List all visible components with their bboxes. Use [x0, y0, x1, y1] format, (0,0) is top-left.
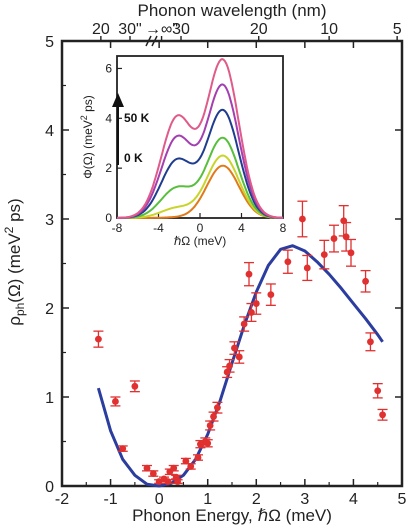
x-tick-label: 0	[155, 491, 164, 508]
data-point	[226, 362, 233, 370]
data-point	[320, 251, 328, 258]
inset-y-axis-title: Φ(Ω) (meV2 ps)	[79, 95, 95, 179]
y-tick-label: 1	[45, 390, 54, 407]
top-axis-ticks: 20 30" →∞"30 20 10 5	[92, 21, 402, 41]
x-tick-label: -1	[103, 491, 117, 508]
inset-x-tick-label: 8	[280, 221, 287, 235]
inset-frame	[116, 55, 284, 219]
data-point	[119, 445, 127, 453]
annotation-0k: 0 K	[124, 151, 143, 165]
y-tick-label: 2	[45, 301, 54, 318]
inset-y-tick-label: 0	[105, 211, 112, 225]
top-tick-label: →∞"	[145, 21, 178, 38]
data-point	[362, 277, 369, 285]
axis-break-marker	[145, 35, 158, 47]
data-point	[252, 300, 260, 307]
inset-x-axis-title: ℏΩ (meV)	[174, 234, 227, 248]
inset-curve	[117, 58, 284, 219]
data-point	[210, 413, 217, 420]
x-tick-label: 5	[398, 491, 407, 508]
annotation-50k: 50 K	[124, 111, 150, 125]
data-point	[379, 411, 386, 419]
data-point	[174, 478, 182, 485]
inset-curve	[117, 136, 283, 219]
data-point	[235, 353, 243, 361]
top-tick-label: 30	[172, 21, 190, 38]
inset-y-tick-label: 4	[105, 111, 112, 125]
inset-curves-group	[117, 58, 284, 219]
inset-x-tick-label: 0	[197, 221, 204, 235]
data-point	[299, 215, 306, 223]
top-tick-label: 30"	[118, 21, 141, 38]
inset-curve	[117, 154, 283, 219]
data-point	[367, 338, 374, 346]
fit-curve-group	[96, 244, 384, 488]
inset-curve	[117, 108, 283, 219]
y-axis-title: ρph(Ω) (meV2 ps)	[2, 198, 27, 325]
inset-x-tick-label: -8	[112, 221, 123, 235]
data-point	[164, 478, 172, 485]
inset-chart: -8 -4 0 4 8 0 2 4 6 ℏΩ (meV) Φ(Ω) (meV2 ps) 50 K…	[79, 55, 287, 248]
y-tick-label: 3	[45, 212, 54, 229]
data-point	[245, 270, 253, 278]
top-axis-title: Phonon wavelength (nm)	[137, 1, 326, 20]
x-axis-title: Phonon Energy, ℏΩ (meV)	[132, 506, 332, 525]
data-point	[303, 264, 311, 272]
data-point	[347, 249, 355, 257]
data-point	[182, 457, 190, 465]
data-point	[143, 464, 151, 472]
data-point	[330, 235, 338, 242]
top-tick-label: 5	[393, 21, 402, 38]
data-point	[194, 454, 202, 461]
data-point	[112, 398, 119, 405]
data-point	[170, 464, 178, 472]
top-tick-label: 10	[320, 21, 338, 38]
data-point	[267, 291, 275, 299]
main-ticks: -2 -1 0 1 2 3 4 5 0 1 2 3 4 5	[45, 34, 406, 508]
data-point	[284, 258, 292, 266]
data-point	[214, 404, 221, 412]
data-points-group	[93, 200, 388, 485]
inset-x-tick-label: -4	[153, 221, 164, 235]
inset-x-tick-label: 4	[238, 221, 245, 235]
x-tick-label: -2	[55, 491, 69, 508]
data-point	[374, 387, 382, 395]
data-point	[342, 233, 350, 241]
inset-y-tick-label: 6	[105, 61, 112, 75]
y-tick-label: 5	[45, 34, 54, 51]
data-point	[149, 470, 157, 477]
x-tick-label: 1	[203, 491, 212, 508]
data-point	[131, 382, 139, 390]
data-point	[240, 320, 248, 328]
x-tick-label: 2	[252, 491, 261, 508]
x-tick-label: 3	[300, 491, 309, 508]
temperature-arrow-head	[112, 93, 124, 107]
x-tick-label: 4	[349, 491, 358, 508]
y-tick-label: 4	[45, 123, 54, 140]
data-point	[206, 422, 214, 429]
data-point	[204, 439, 212, 447]
inset-ticks: -8 -4 0 4 8 0 2 4 6	[105, 61, 286, 235]
top-tick-label: 20	[250, 21, 268, 38]
data-point	[231, 344, 238, 352]
data-point	[187, 463, 195, 470]
data-point	[95, 335, 102, 343]
fit-line	[96, 244, 384, 488]
y-tick-label: 0	[45, 479, 54, 496]
inset-y-tick-label: 2	[105, 161, 112, 175]
top-tick-label: 20	[92, 21, 110, 38]
inset-curve	[117, 83, 284, 219]
